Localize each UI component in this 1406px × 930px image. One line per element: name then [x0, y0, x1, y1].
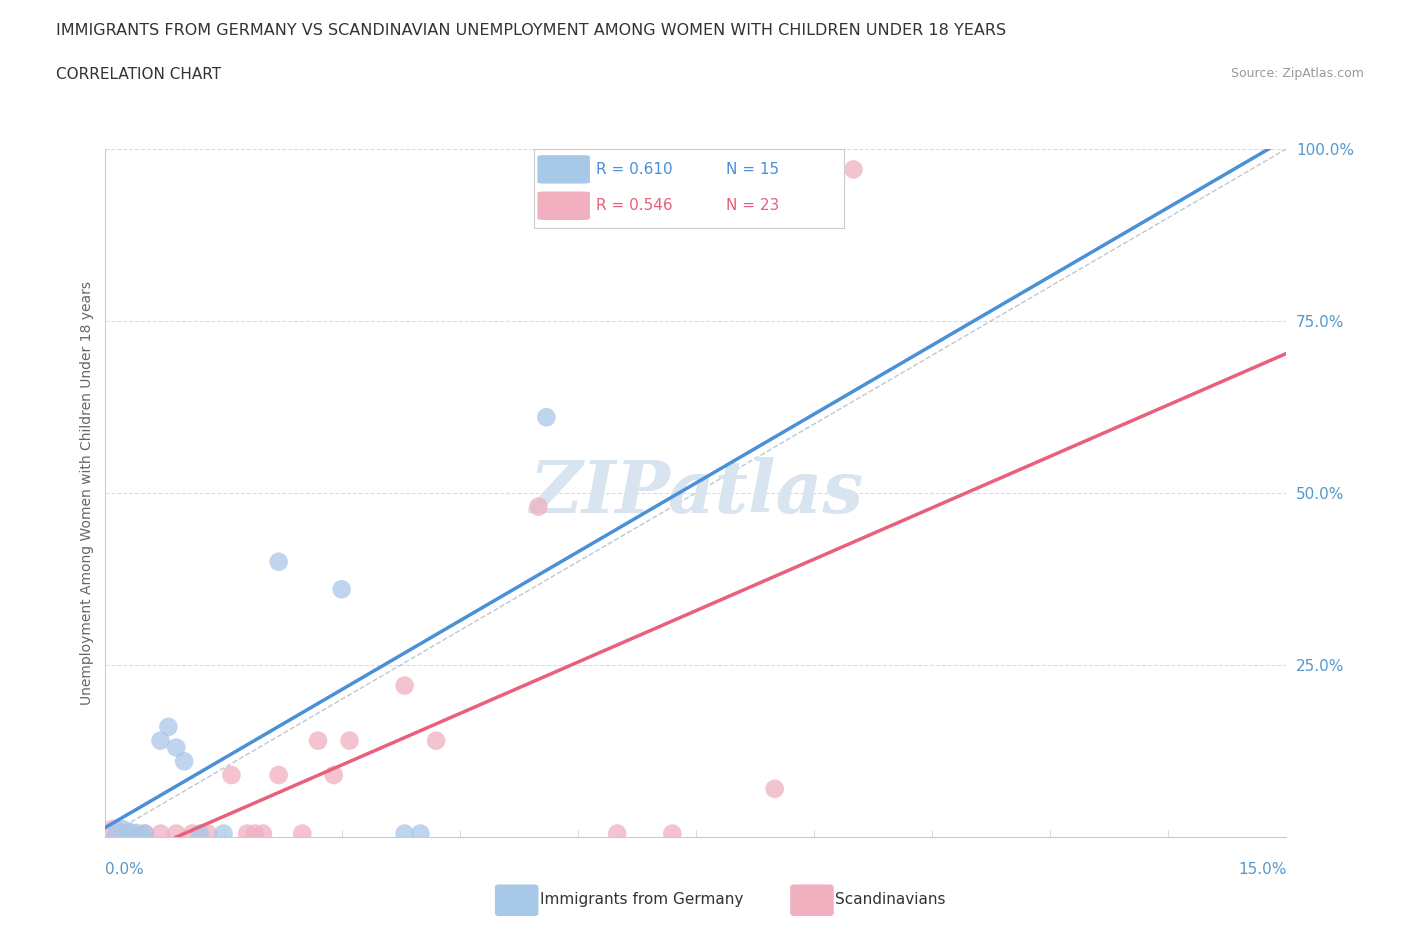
- Point: [197, 826, 219, 841]
- Point: [536, 410, 558, 425]
- Point: [118, 826, 141, 841]
- Point: [267, 554, 290, 569]
- Point: [425, 733, 447, 748]
- Text: ZIPatlas: ZIPatlas: [529, 458, 863, 528]
- Point: [330, 582, 353, 597]
- Text: R = 0.610: R = 0.610: [596, 162, 672, 177]
- Point: [243, 826, 266, 841]
- Point: [110, 826, 132, 841]
- Point: [103, 826, 125, 841]
- Point: [212, 826, 235, 841]
- Point: [118, 826, 141, 841]
- Text: N = 15: N = 15: [725, 162, 779, 177]
- Text: N = 23: N = 23: [725, 198, 779, 213]
- Text: 15.0%: 15.0%: [1239, 862, 1286, 877]
- Point: [606, 826, 628, 841]
- Point: [134, 826, 156, 841]
- Point: [173, 754, 195, 769]
- Point: [221, 767, 243, 782]
- Point: [842, 162, 865, 177]
- Text: Scandinavians: Scandinavians: [835, 892, 946, 907]
- Point: [307, 733, 329, 748]
- Point: [267, 767, 290, 782]
- Text: 0.0%: 0.0%: [105, 862, 145, 877]
- Point: [527, 499, 550, 514]
- Point: [188, 826, 211, 841]
- Point: [339, 733, 361, 748]
- Point: [236, 826, 259, 841]
- Point: [165, 740, 187, 755]
- Point: [394, 678, 416, 693]
- FancyBboxPatch shape: [537, 192, 591, 220]
- Point: [409, 826, 432, 841]
- Point: [181, 826, 204, 841]
- FancyBboxPatch shape: [537, 155, 591, 183]
- Point: [157, 720, 180, 735]
- Point: [763, 781, 786, 796]
- Point: [134, 826, 156, 841]
- Point: [165, 826, 187, 841]
- Text: Immigrants from Germany: Immigrants from Germany: [540, 892, 744, 907]
- Text: R = 0.546: R = 0.546: [596, 198, 672, 213]
- Point: [149, 733, 172, 748]
- Point: [252, 826, 274, 841]
- Point: [125, 826, 148, 841]
- Point: [149, 826, 172, 841]
- Text: Source: ZipAtlas.com: Source: ZipAtlas.com: [1230, 67, 1364, 80]
- Point: [291, 826, 314, 841]
- Y-axis label: Unemployment Among Women with Children Under 18 years: Unemployment Among Women with Children U…: [80, 281, 94, 705]
- Point: [661, 826, 683, 841]
- Point: [322, 767, 344, 782]
- Text: CORRELATION CHART: CORRELATION CHART: [56, 67, 221, 82]
- Text: IMMIGRANTS FROM GERMANY VS SCANDINAVIAN UNEMPLOYMENT AMONG WOMEN WITH CHILDREN U: IMMIGRANTS FROM GERMANY VS SCANDINAVIAN …: [56, 23, 1007, 38]
- Point: [394, 826, 416, 841]
